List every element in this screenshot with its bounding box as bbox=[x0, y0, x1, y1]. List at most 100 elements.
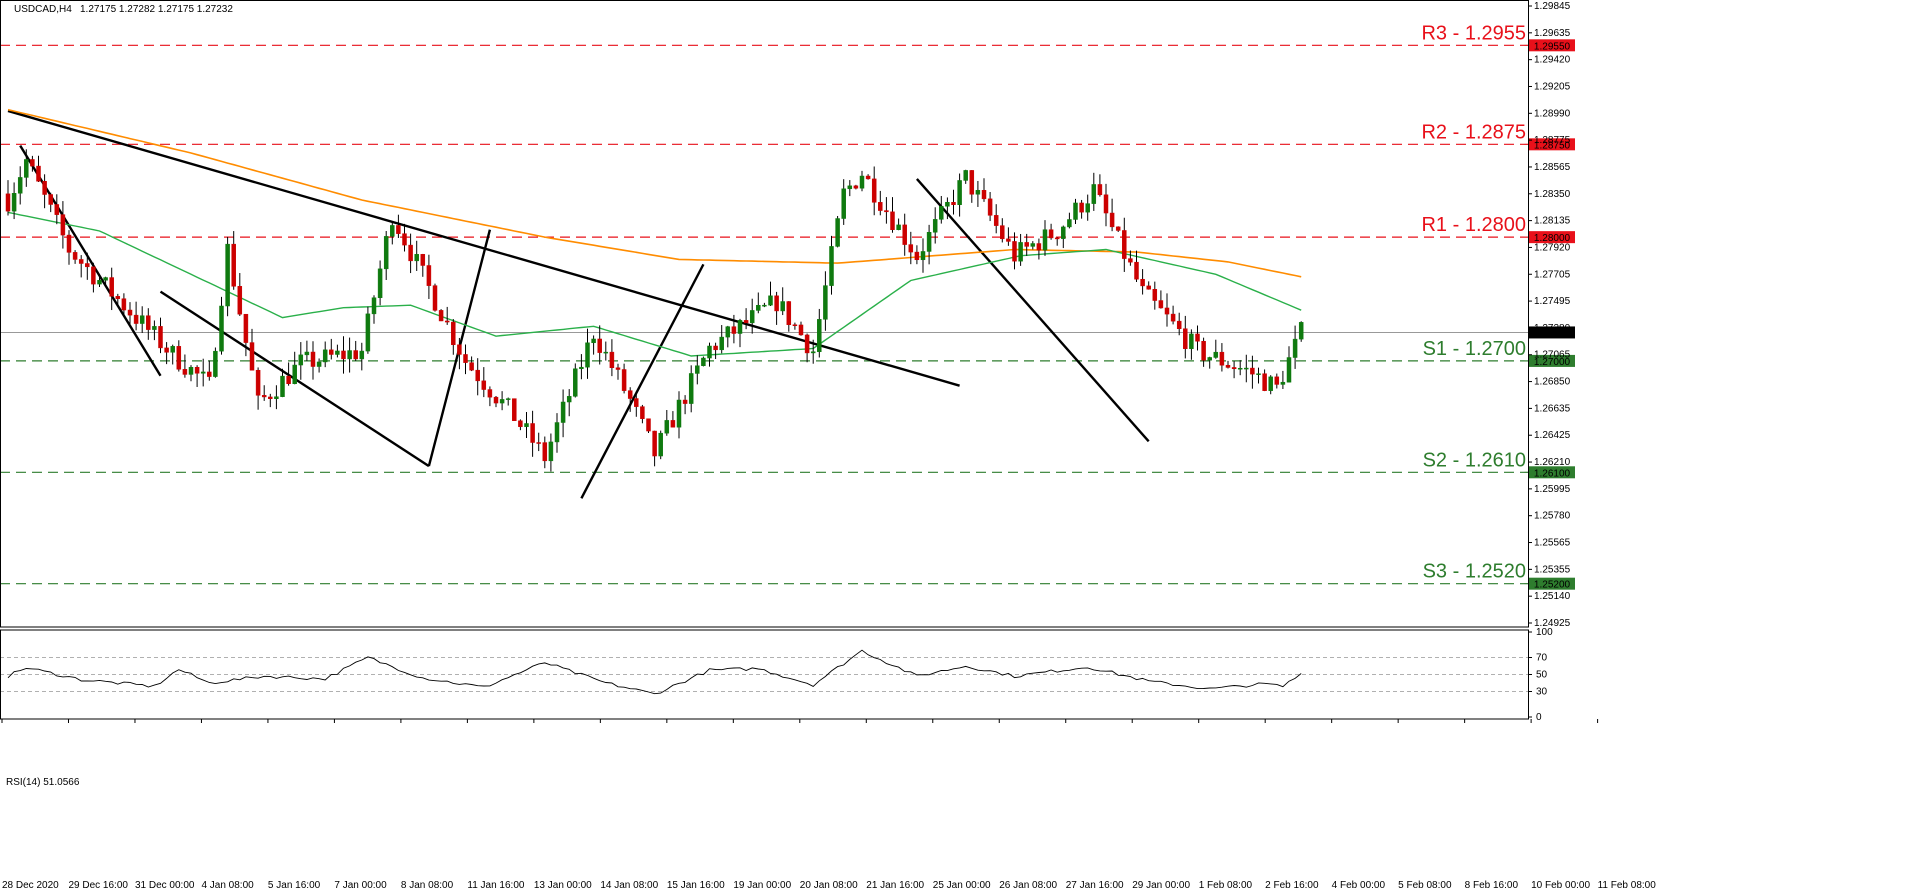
x-tick-label: 5 Feb 08:00 bbox=[1398, 880, 1452, 891]
candle-bear bbox=[902, 224, 907, 245]
candle-bull bbox=[499, 399, 505, 404]
level-price-tag bbox=[1529, 466, 1575, 479]
current-price-tag-text: 1.27232 bbox=[1534, 328, 1571, 339]
candle-bull bbox=[847, 185, 853, 190]
candle-bear bbox=[1054, 237, 1060, 240]
candle-bull bbox=[701, 357, 706, 366]
trendline bbox=[580, 263, 705, 499]
candle-bear bbox=[786, 301, 792, 325]
x-tick-label: 11 Jan 16:00 bbox=[467, 880, 525, 891]
rsi-tick-label: 0 bbox=[1536, 712, 1542, 723]
rsi-title: RSI(14) 51.0566 bbox=[6, 777, 80, 788]
candle-bear bbox=[878, 202, 883, 211]
x-tick-label: 4 Feb 00:00 bbox=[1332, 880, 1386, 891]
candle-bull bbox=[274, 396, 279, 399]
trendline bbox=[19, 144, 162, 377]
candle-bull bbox=[1073, 202, 1078, 220]
candle-bull bbox=[280, 375, 285, 397]
candle-bear bbox=[158, 326, 163, 349]
level-price-tag-text: 1.27000 bbox=[1534, 357, 1571, 368]
candle-bull bbox=[707, 345, 712, 359]
candle-bull bbox=[749, 310, 755, 324]
candle-bear bbox=[1183, 328, 1188, 349]
y-tick-label: 1.28350 bbox=[1534, 189, 1571, 200]
candle-bear bbox=[853, 185, 859, 189]
y-tick-label: 1.26635 bbox=[1534, 403, 1571, 414]
candle-bear bbox=[463, 354, 468, 363]
candle-bear bbox=[341, 350, 346, 360]
x-tick-label: 19 Jan 00:00 bbox=[733, 880, 791, 891]
y-tick-label: 1.27065 bbox=[1534, 350, 1571, 361]
level-label: S3 - 1.2520 bbox=[1423, 561, 1526, 583]
candle-bear bbox=[475, 369, 480, 382]
candle-bull bbox=[719, 336, 724, 351]
candle-bull bbox=[335, 350, 340, 355]
y-tick-label: 1.27280 bbox=[1534, 323, 1571, 334]
candle-bull bbox=[1061, 226, 1066, 239]
level-price-tag-text: 1.29550 bbox=[1534, 41, 1571, 52]
candle-bull bbox=[1280, 381, 1286, 385]
x-tick-label: 1 Feb 08:00 bbox=[1199, 880, 1253, 891]
candle-bull bbox=[1268, 376, 1273, 391]
y-tick-label: 1.29205 bbox=[1534, 81, 1571, 92]
level-label: S2 - 1.2610 bbox=[1423, 449, 1526, 471]
candle-bear bbox=[597, 338, 602, 353]
y-tick-label: 1.26850 bbox=[1534, 377, 1571, 388]
y-tick-label: 1.25355 bbox=[1534, 564, 1571, 575]
level-price-tag-text: 1.28750 bbox=[1534, 140, 1571, 151]
candle-bull bbox=[817, 319, 822, 352]
x-tick-label: 11 Feb 08:00 bbox=[1598, 880, 1657, 891]
candle-bull bbox=[920, 251, 926, 261]
candle-bull bbox=[841, 188, 846, 219]
candle-bear bbox=[353, 350, 358, 360]
rsi-tick-label: 100 bbox=[1536, 627, 1553, 638]
y-tick-label: 1.27705 bbox=[1534, 269, 1571, 280]
candle-bull bbox=[579, 366, 584, 369]
candle-bear bbox=[865, 175, 871, 180]
rsi-tick-label: 70 bbox=[1536, 653, 1548, 664]
candle-bull bbox=[896, 224, 901, 230]
candle-bear bbox=[487, 389, 493, 398]
candle-bull bbox=[347, 350, 352, 360]
candle-bear bbox=[1024, 242, 1029, 247]
candle-bear bbox=[207, 371, 212, 377]
ma-fast-line bbox=[7, 211, 1302, 357]
candle-bear bbox=[1122, 230, 1127, 259]
level-price-tag-text: 1.26100 bbox=[1534, 468, 1571, 479]
candle-bull bbox=[505, 398, 511, 400]
candle-bear bbox=[60, 214, 66, 236]
candle-bear bbox=[609, 351, 615, 368]
candle-bull bbox=[560, 401, 566, 423]
candle-bear bbox=[640, 406, 645, 419]
y-tick-label: 1.24925 bbox=[1534, 618, 1571, 629]
x-tick-label: 21 Jan 16:00 bbox=[866, 880, 924, 891]
level-label: R2 - 1.2875 bbox=[1421, 121, 1526, 143]
candle-bear bbox=[194, 366, 200, 374]
candle-bull bbox=[1042, 229, 1048, 251]
candle-bear bbox=[1048, 229, 1054, 239]
candle-bear bbox=[451, 321, 456, 345]
candle-bear bbox=[1262, 373, 1267, 391]
candle-bear bbox=[121, 298, 127, 311]
candle-bull bbox=[1286, 357, 1292, 383]
candle-bull bbox=[780, 301, 785, 312]
candle-bear bbox=[1225, 364, 1231, 368]
candle-bull bbox=[1256, 373, 1261, 375]
candle-bear bbox=[72, 252, 78, 260]
candle-bear bbox=[1231, 367, 1237, 370]
x-tick-label: 5 Jan 16:00 bbox=[268, 880, 321, 891]
candle-bear bbox=[1103, 194, 1109, 214]
candle-bear bbox=[249, 342, 255, 371]
level-label: S1 - 1.2700 bbox=[1423, 338, 1526, 360]
y-tick-label: 1.28775 bbox=[1534, 135, 1571, 146]
candle-bear bbox=[1158, 300, 1164, 309]
candle-bear bbox=[1152, 289, 1158, 301]
candle-bull bbox=[768, 295, 773, 306]
candle-bear bbox=[66, 234, 72, 253]
candle-bear bbox=[1140, 278, 1145, 287]
candle-bear bbox=[109, 277, 114, 297]
candle-bear bbox=[176, 346, 182, 370]
levels-layer: R3 - 1.2955 1.29550 R2 - 1.2875 1.28750 R1 -… bbox=[0, 22, 1575, 591]
candle-bull bbox=[524, 423, 529, 427]
